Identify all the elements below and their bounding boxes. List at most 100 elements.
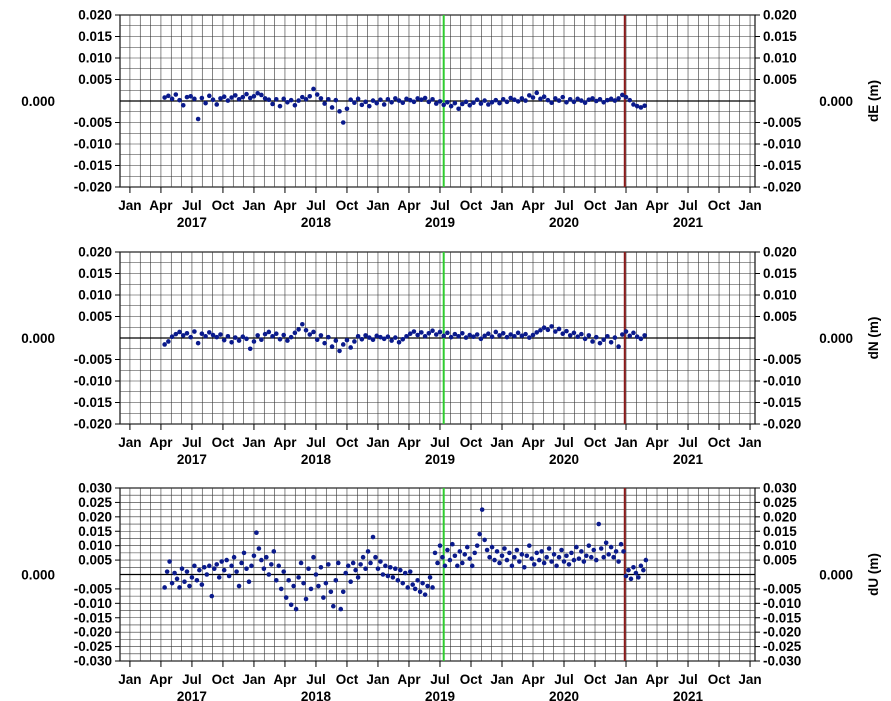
data-point (405, 585, 411, 590)
x-month-label: Oct (460, 435, 483, 450)
x-month-label: Jan (738, 198, 761, 213)
data-point (390, 575, 396, 580)
data-point (335, 560, 341, 566)
data-point (210, 97, 216, 103)
data-point (378, 334, 383, 340)
x-month-label: Jan (242, 198, 265, 213)
data-point (519, 333, 525, 339)
zero-label-right: 0.000 (819, 94, 853, 109)
data-point (422, 95, 428, 101)
data-point (545, 327, 551, 333)
y-tick-label-right: 0.015 (763, 524, 797, 539)
data-point (538, 96, 543, 102)
data-point (400, 336, 406, 342)
data-point (526, 335, 532, 340)
data-point (484, 547, 490, 553)
data-point (486, 102, 491, 107)
data-point (422, 333, 428, 339)
y-tick-label-left: 0.010 (78, 51, 112, 66)
data-point (173, 92, 179, 97)
x-month-label: Apr (397, 672, 421, 687)
data-point (524, 553, 530, 559)
data-point (264, 554, 269, 560)
data-point (383, 563, 388, 569)
data-point (358, 562, 363, 567)
x-month-label: Jan (614, 198, 637, 213)
data-point (487, 554, 492, 560)
data-point (407, 569, 413, 574)
data-point (430, 328, 435, 333)
data-point (256, 546, 262, 551)
data-point (180, 103, 186, 108)
x-month-label: Jan (614, 435, 637, 450)
y-tick-label-left: 0.010 (78, 538, 112, 553)
data-point (642, 333, 647, 338)
data-point (452, 100, 458, 106)
data-point (612, 98, 618, 103)
data-point (567, 96, 573, 102)
x-month-label: Jul (306, 672, 326, 687)
data-point (560, 94, 566, 100)
y-tick-label-right: 0.010 (763, 538, 797, 553)
data-point (605, 97, 610, 103)
y-tick-label-right: -0.005 (763, 352, 802, 367)
data-point (281, 96, 287, 102)
data-point (333, 338, 339, 343)
data-point (288, 97, 294, 103)
data-point (311, 86, 316, 92)
data-point (571, 557, 577, 563)
data-point (474, 543, 480, 548)
data-point (246, 579, 252, 585)
data-point (179, 566, 185, 572)
data-point (255, 90, 260, 96)
data-point (355, 575, 361, 580)
data-point (385, 96, 391, 102)
data-point (415, 96, 420, 101)
data-point (502, 546, 507, 551)
data-point (206, 330, 212, 335)
data-point (393, 566, 398, 572)
data-point (338, 606, 344, 612)
data-point (482, 333, 487, 339)
x-year-label: 2017 (177, 452, 207, 467)
data-point (425, 583, 430, 589)
data-point (427, 575, 433, 580)
data-point (277, 336, 283, 342)
data-point (363, 99, 368, 105)
y-tick-label-right: 0.005 (763, 553, 797, 568)
y-tick-label-left: -0.005 (74, 352, 113, 367)
x-year-label: 2020 (549, 452, 579, 467)
data-point (571, 99, 577, 105)
data-point (333, 97, 339, 103)
data-point (508, 95, 513, 101)
data-point (273, 331, 279, 337)
data-point (244, 91, 249, 97)
data-point (307, 93, 313, 99)
data-point (549, 100, 554, 106)
data-point (452, 331, 458, 337)
data-point (445, 330, 450, 336)
data-point (531, 562, 537, 567)
data-point (597, 96, 603, 102)
data-point (177, 97, 182, 103)
data-point (353, 567, 358, 573)
data-point (515, 99, 521, 104)
y-tick-label-left: 0.020 (78, 8, 112, 23)
y-tick-label-right: 0.005 (763, 309, 797, 324)
y-tick-label-right: 0.030 (763, 481, 797, 496)
y-tick-label-left: 0.015 (78, 29, 112, 44)
y-tick-label-right: -0.030 (763, 654, 801, 669)
zero-label-left: 0.000 (21, 331, 55, 346)
y-tick-label-right: -0.005 (763, 581, 802, 596)
data-point (494, 549, 500, 554)
data-point (293, 606, 299, 612)
data-point (571, 330, 577, 336)
data-point (586, 543, 592, 548)
data-point (370, 337, 376, 343)
x-month-label: Jul (430, 198, 450, 213)
data-point (497, 560, 502, 566)
data-point (167, 559, 172, 564)
data-point (234, 569, 239, 574)
data-point (441, 102, 447, 108)
y-tick-label-right: 0.020 (763, 8, 797, 23)
